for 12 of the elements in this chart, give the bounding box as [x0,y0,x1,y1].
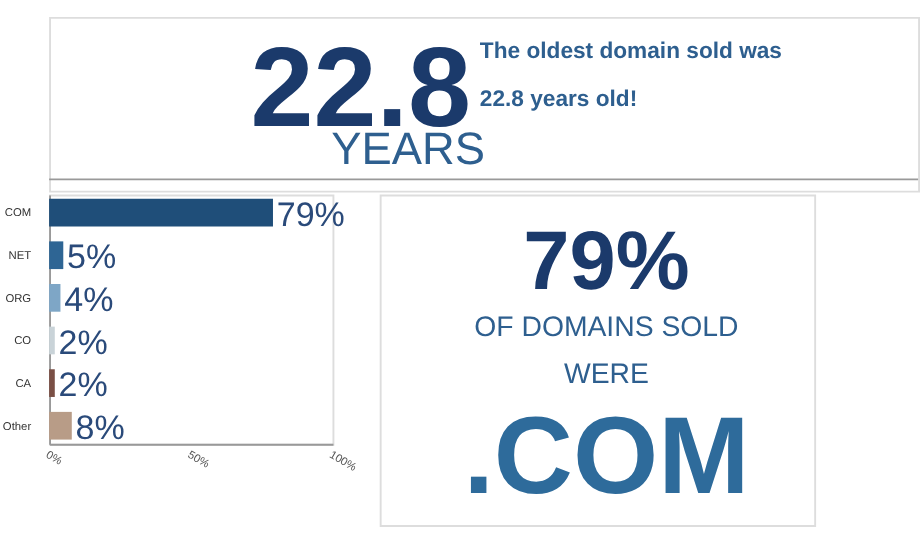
text: 79% [523,212,690,307]
data-label: 8% [75,408,125,447]
data-label: 79% [276,195,345,234]
data-label: 4% [64,281,114,320]
text: OF DOMAINS SOLD [474,312,739,345]
text: The oldest domain sold was [479,40,782,65]
data-label: 2% [58,323,108,362]
text: WERE [563,359,649,392]
text: .COM [463,392,750,517]
text: 22.8 years old! [479,87,638,112]
data-label: 5% [67,238,117,277]
data-label: 2% [58,366,108,405]
